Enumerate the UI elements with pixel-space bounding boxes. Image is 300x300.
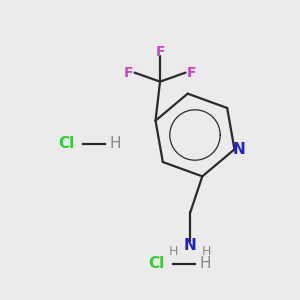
Text: F: F — [124, 66, 133, 80]
Text: H: H — [110, 136, 121, 152]
Text: F: F — [155, 45, 165, 58]
Text: Cl: Cl — [58, 136, 74, 152]
Text: H: H — [202, 245, 212, 258]
Text: Cl: Cl — [148, 256, 164, 272]
Text: N: N — [232, 142, 245, 157]
Text: H: H — [200, 256, 211, 272]
Text: N: N — [184, 238, 197, 253]
Text: H: H — [169, 245, 178, 258]
Text: F: F — [187, 66, 196, 80]
